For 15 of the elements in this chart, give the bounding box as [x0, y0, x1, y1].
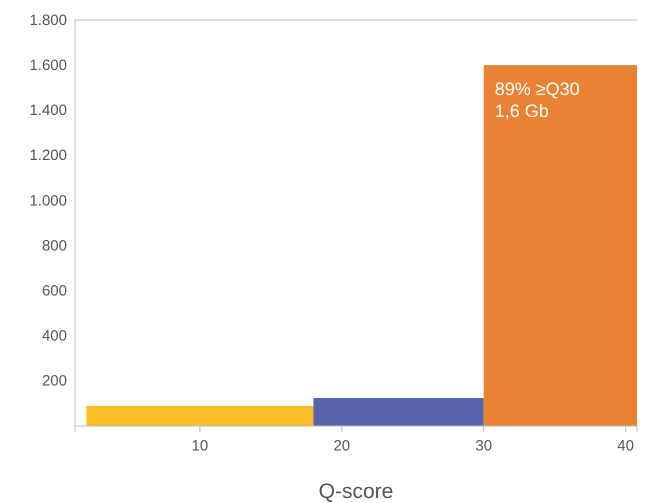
- x-tick-label: 40: [617, 438, 634, 455]
- y-tick-label: 1.000: [29, 192, 67, 210]
- y-tick-label: 800: [42, 237, 67, 254]
- y-tick-label: 400: [42, 328, 67, 345]
- y-tick-label: 1.200: [29, 147, 67, 164]
- y-tick-label: 1.600: [29, 56, 67, 74]
- x-tick-label: 20: [333, 438, 350, 455]
- x-tick-label: 30: [475, 438, 492, 455]
- x-tick-label: 10: [192, 438, 208, 455]
- y-tick-label: 600: [42, 282, 67, 300]
- y-tick-label: 200: [42, 372, 67, 390]
- x-axis-title: Q-score: [318, 480, 394, 503]
- y-tick-label: 1.400: [29, 102, 67, 120]
- y-tick-label: 1.800: [29, 12, 67, 29]
- annotation: 89% ≥Q30 1,6 Gb: [494, 79, 580, 122]
